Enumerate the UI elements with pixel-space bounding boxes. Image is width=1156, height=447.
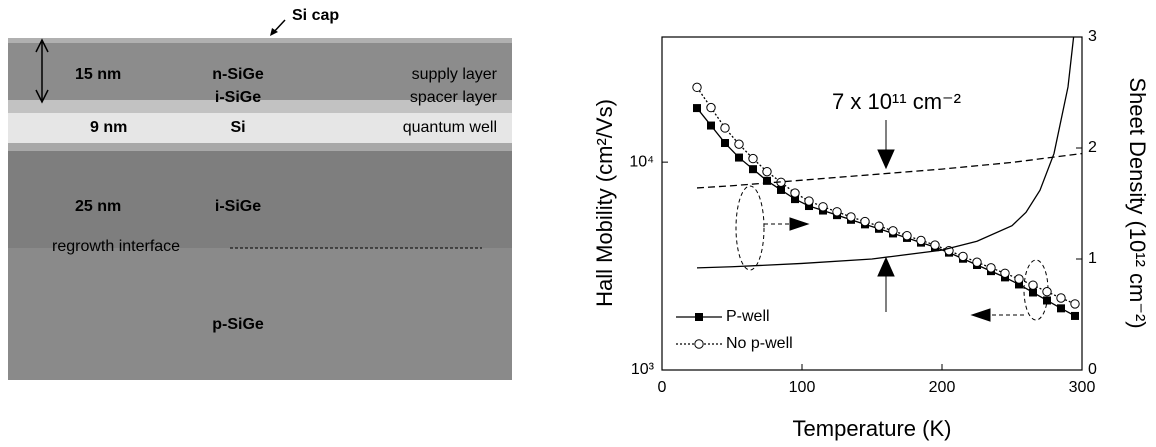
role: spacer layer [410,89,498,106]
data-point [749,154,757,162]
thickness: 25 nm [75,198,121,215]
data-point [777,186,785,194]
data-point [693,104,701,112]
cap-label: Si cap [292,7,339,24]
y-tick-label: 10⁴ [629,153,654,170]
data-point [1001,269,1009,277]
material: i-SiGe [215,198,261,215]
material: n-SiGe [212,66,264,83]
data-point [1071,300,1079,308]
x-tick-label: 0 [658,379,667,396]
y2-tick-label: 1 [1088,250,1097,267]
data-point [1071,312,1079,320]
edge-band [8,143,512,151]
legend-label: P-well [726,308,770,325]
data-point [903,231,911,239]
data-point [721,124,729,132]
legend-marker [695,313,703,321]
data-point [833,208,841,216]
substrate-label: p-SiGe [212,316,264,333]
micrograph: Si cap 15 nm n-SiGe supply layer i-SiGe … [8,7,512,380]
data-point [1043,288,1051,296]
data-point [707,122,715,130]
interface-label: regrowth interface [52,238,180,255]
data-point [931,241,939,249]
substrate-band [8,248,512,380]
data-point [805,197,813,205]
data-point [861,217,869,225]
y-tick-label: 10³ [631,361,655,378]
y-axis-title: Hall Mobility (cm²/Vs) [592,99,617,307]
thickness: 9 nm [90,119,127,136]
data-point [763,167,771,175]
data-point [1043,296,1051,304]
data-point [819,203,827,211]
y2-axis-title: Sheet Density (10¹² cm⁻²) [1125,77,1150,328]
y2-tick-label: 2 [1088,139,1097,156]
material: Si [230,119,245,136]
data-point [735,140,743,148]
role: supply layer [412,66,498,83]
data-point [791,189,799,197]
figure: Si cap 15 nm n-SiGe supply layer i-SiGe … [0,0,1156,447]
data-point [959,252,967,260]
cap-layer [8,38,512,43]
data-point [749,165,757,173]
annotation-marks [736,120,1048,321]
data-point [707,103,715,111]
role: quantum well [403,119,497,136]
data-point [1057,294,1065,302]
data-point [973,258,981,266]
data-point [889,227,897,235]
data-point [917,236,925,244]
data-point [987,264,995,272]
x-tick-label: 300 [1069,379,1096,396]
plot-frame [662,37,1082,370]
material: i-SiGe [215,89,261,106]
legend-marker [695,340,703,348]
thickness: 15 nm [75,66,121,83]
legend-label: No p-well [726,335,793,352]
data-point [693,83,701,91]
x-axis-title: Temperature (K) [793,416,952,441]
data-point [1029,281,1037,289]
data-point [847,213,855,221]
data-point [875,222,883,230]
annotation: 7 x 10¹¹ cm⁻² [832,89,961,114]
data-point [735,154,743,162]
data-point [1015,275,1023,283]
data-point [1057,304,1065,312]
data-point [721,139,729,147]
x-tick-label: 100 [789,379,816,396]
y2-tick-label: 0 [1088,361,1097,378]
y2-tick-label: 3 [1088,28,1097,45]
x-tick-label: 200 [929,379,956,396]
